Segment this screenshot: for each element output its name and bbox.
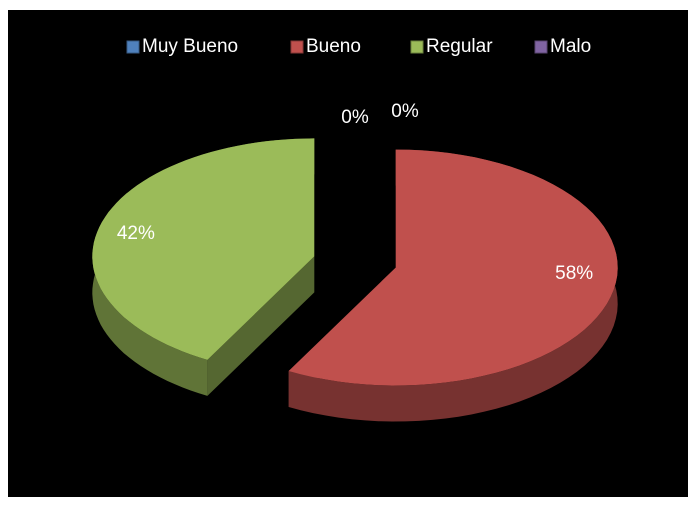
data-label: 42%: [117, 223, 155, 244]
legend-swatch: [126, 40, 140, 54]
data-label: 0%: [391, 101, 419, 122]
legend-label: Malo: [550, 36, 591, 57]
legend-label: Muy Bueno: [142, 36, 238, 57]
slice: [92, 138, 315, 396]
slice: [92, 138, 315, 360]
legend-label: Regular: [426, 36, 493, 57]
slice: [288, 149, 618, 386]
legend-swatch: [410, 40, 424, 54]
legend-label: Bueno: [306, 36, 361, 57]
data-label: 58%: [555, 263, 593, 284]
legend-swatch: [534, 40, 548, 54]
slice-wall: [288, 149, 618, 422]
data-label: 0%: [341, 107, 369, 128]
slice: [288, 149, 618, 422]
slice-side: [207, 256, 315, 396]
legend-swatch: [290, 40, 304, 54]
